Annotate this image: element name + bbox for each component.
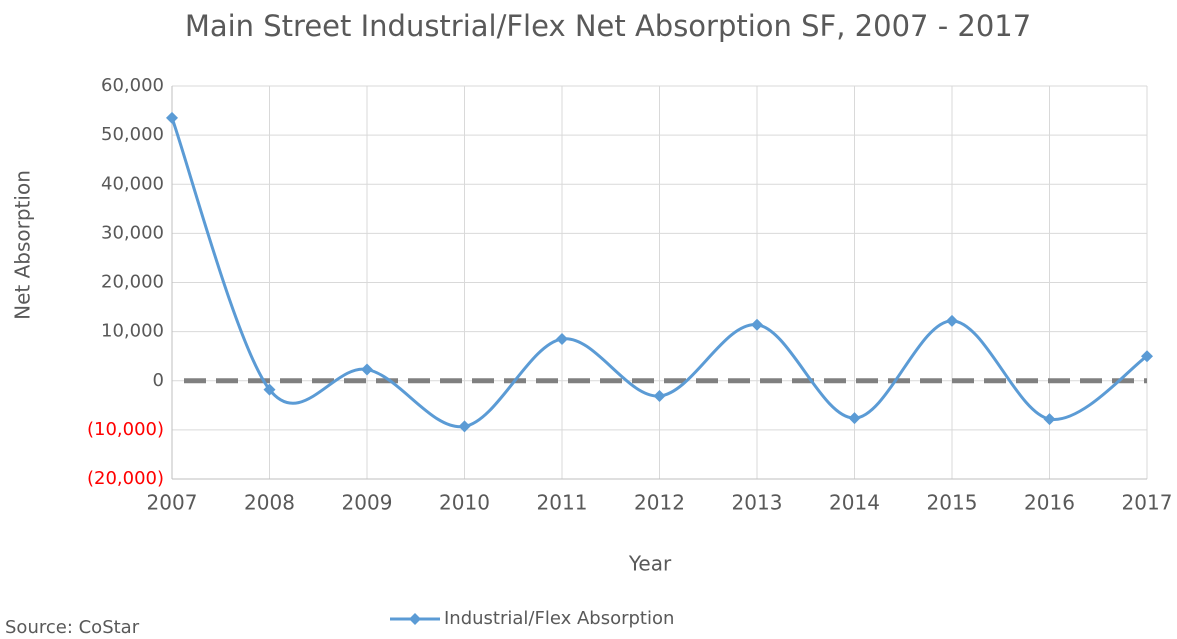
y-tick-label: 0 <box>153 370 164 391</box>
y-tick-label: 10,000 <box>101 321 164 342</box>
y-tick-label: (20,000) <box>87 468 164 489</box>
data-point <box>166 111 178 124</box>
x-tick-label: 2011 <box>537 491 588 515</box>
data-point <box>1043 413 1056 426</box>
source-note: Source: CoStar <box>5 617 140 638</box>
x-tick-label: 2017 <box>1122 491 1173 515</box>
y-tick-label: 40,000 <box>101 173 164 194</box>
x-axis-label: Year <box>628 552 672 576</box>
data-point <box>751 318 763 331</box>
data-point <box>361 363 373 376</box>
legend-label: Industrial/Flex Absorption <box>444 608 674 629</box>
y-tick-label: 20,000 <box>101 272 164 293</box>
y-tick-label: 50,000 <box>101 124 164 145</box>
data-point <box>556 332 568 345</box>
x-tick-label: 2010 <box>439 491 490 515</box>
data-point <box>263 383 276 396</box>
chart-title: Main Street Industrial/Flex Net Absorpti… <box>185 9 1031 43</box>
legend-marker <box>409 613 421 625</box>
data-point <box>1141 350 1153 363</box>
x-tick-label: 2012 <box>634 491 685 515</box>
x-tick-label: 2009 <box>342 491 393 515</box>
series-line <box>170 117 1148 428</box>
x-tick-label: 2016 <box>1024 491 1075 515</box>
data-point <box>848 412 861 425</box>
x-tick-label: 2007 <box>147 491 198 515</box>
y-tick-label: (10,000) <box>87 419 164 440</box>
x-tick-label: 2008 <box>244 491 295 515</box>
x-tick-label: 2015 <box>927 491 978 515</box>
x-tick-label: 2013 <box>732 491 783 515</box>
y-axis-label: Net Absorption <box>11 170 35 320</box>
x-tick-label: 2014 <box>829 491 880 515</box>
data-point <box>946 314 958 327</box>
data-point <box>458 420 471 433</box>
y-tick-label: 60,000 <box>101 75 164 96</box>
data-point <box>653 389 666 402</box>
y-tick-label: 30,000 <box>101 222 164 243</box>
